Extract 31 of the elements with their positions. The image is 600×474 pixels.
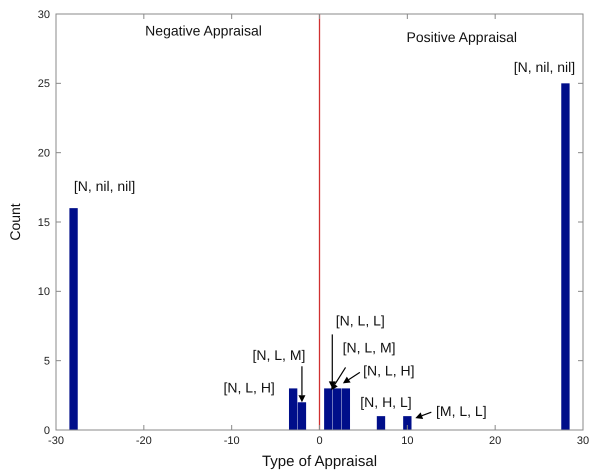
annotation: Positive Appraisal [406, 28, 518, 45]
x-tick-label: -10 [224, 435, 240, 447]
bar [403, 416, 412, 430]
annotation: [M, L, L] [436, 403, 487, 420]
x-axis-title: Type of Appraisal [262, 453, 378, 470]
x-tick-label: 20 [489, 435, 502, 447]
bar [69, 208, 78, 430]
x-tick-label: 0 [316, 435, 323, 447]
x-tick-label: 30 [576, 435, 590, 447]
y-tick-label: 15 [38, 216, 50, 229]
annotation: [N, L, H] [223, 379, 275, 396]
y-tick-label: 30 [38, 8, 50, 21]
annotation: [N, L, M] [252, 347, 306, 364]
bar [376, 416, 386, 430]
y-tick-label: 5 [44, 356, 50, 368]
annotation: [N, L, M] [342, 339, 396, 356]
x-tick-label: 10 [401, 435, 414, 447]
annotation: [N, L, L] [336, 312, 385, 328]
annotation: Negative Appraisal [145, 22, 262, 39]
y-tick-label: 25 [38, 78, 50, 90]
annotation: [N, L, H] [363, 362, 415, 378]
y-axis-title: Count [7, 203, 23, 241]
x-tick-label: -30 [48, 435, 64, 447]
annotation: [N, nil, nil] [74, 178, 136, 194]
y-tick-label: 20 [38, 148, 50, 160]
y-tick-label: 0 [44, 424, 50, 437]
annotation: [N, H, L] [360, 394, 412, 410]
y-tick-label: 10 [38, 286, 50, 298]
annotation: [N, nil, nil] [514, 59, 576, 76]
bar [561, 83, 570, 430]
x-tick-label: -20 [136, 435, 152, 447]
